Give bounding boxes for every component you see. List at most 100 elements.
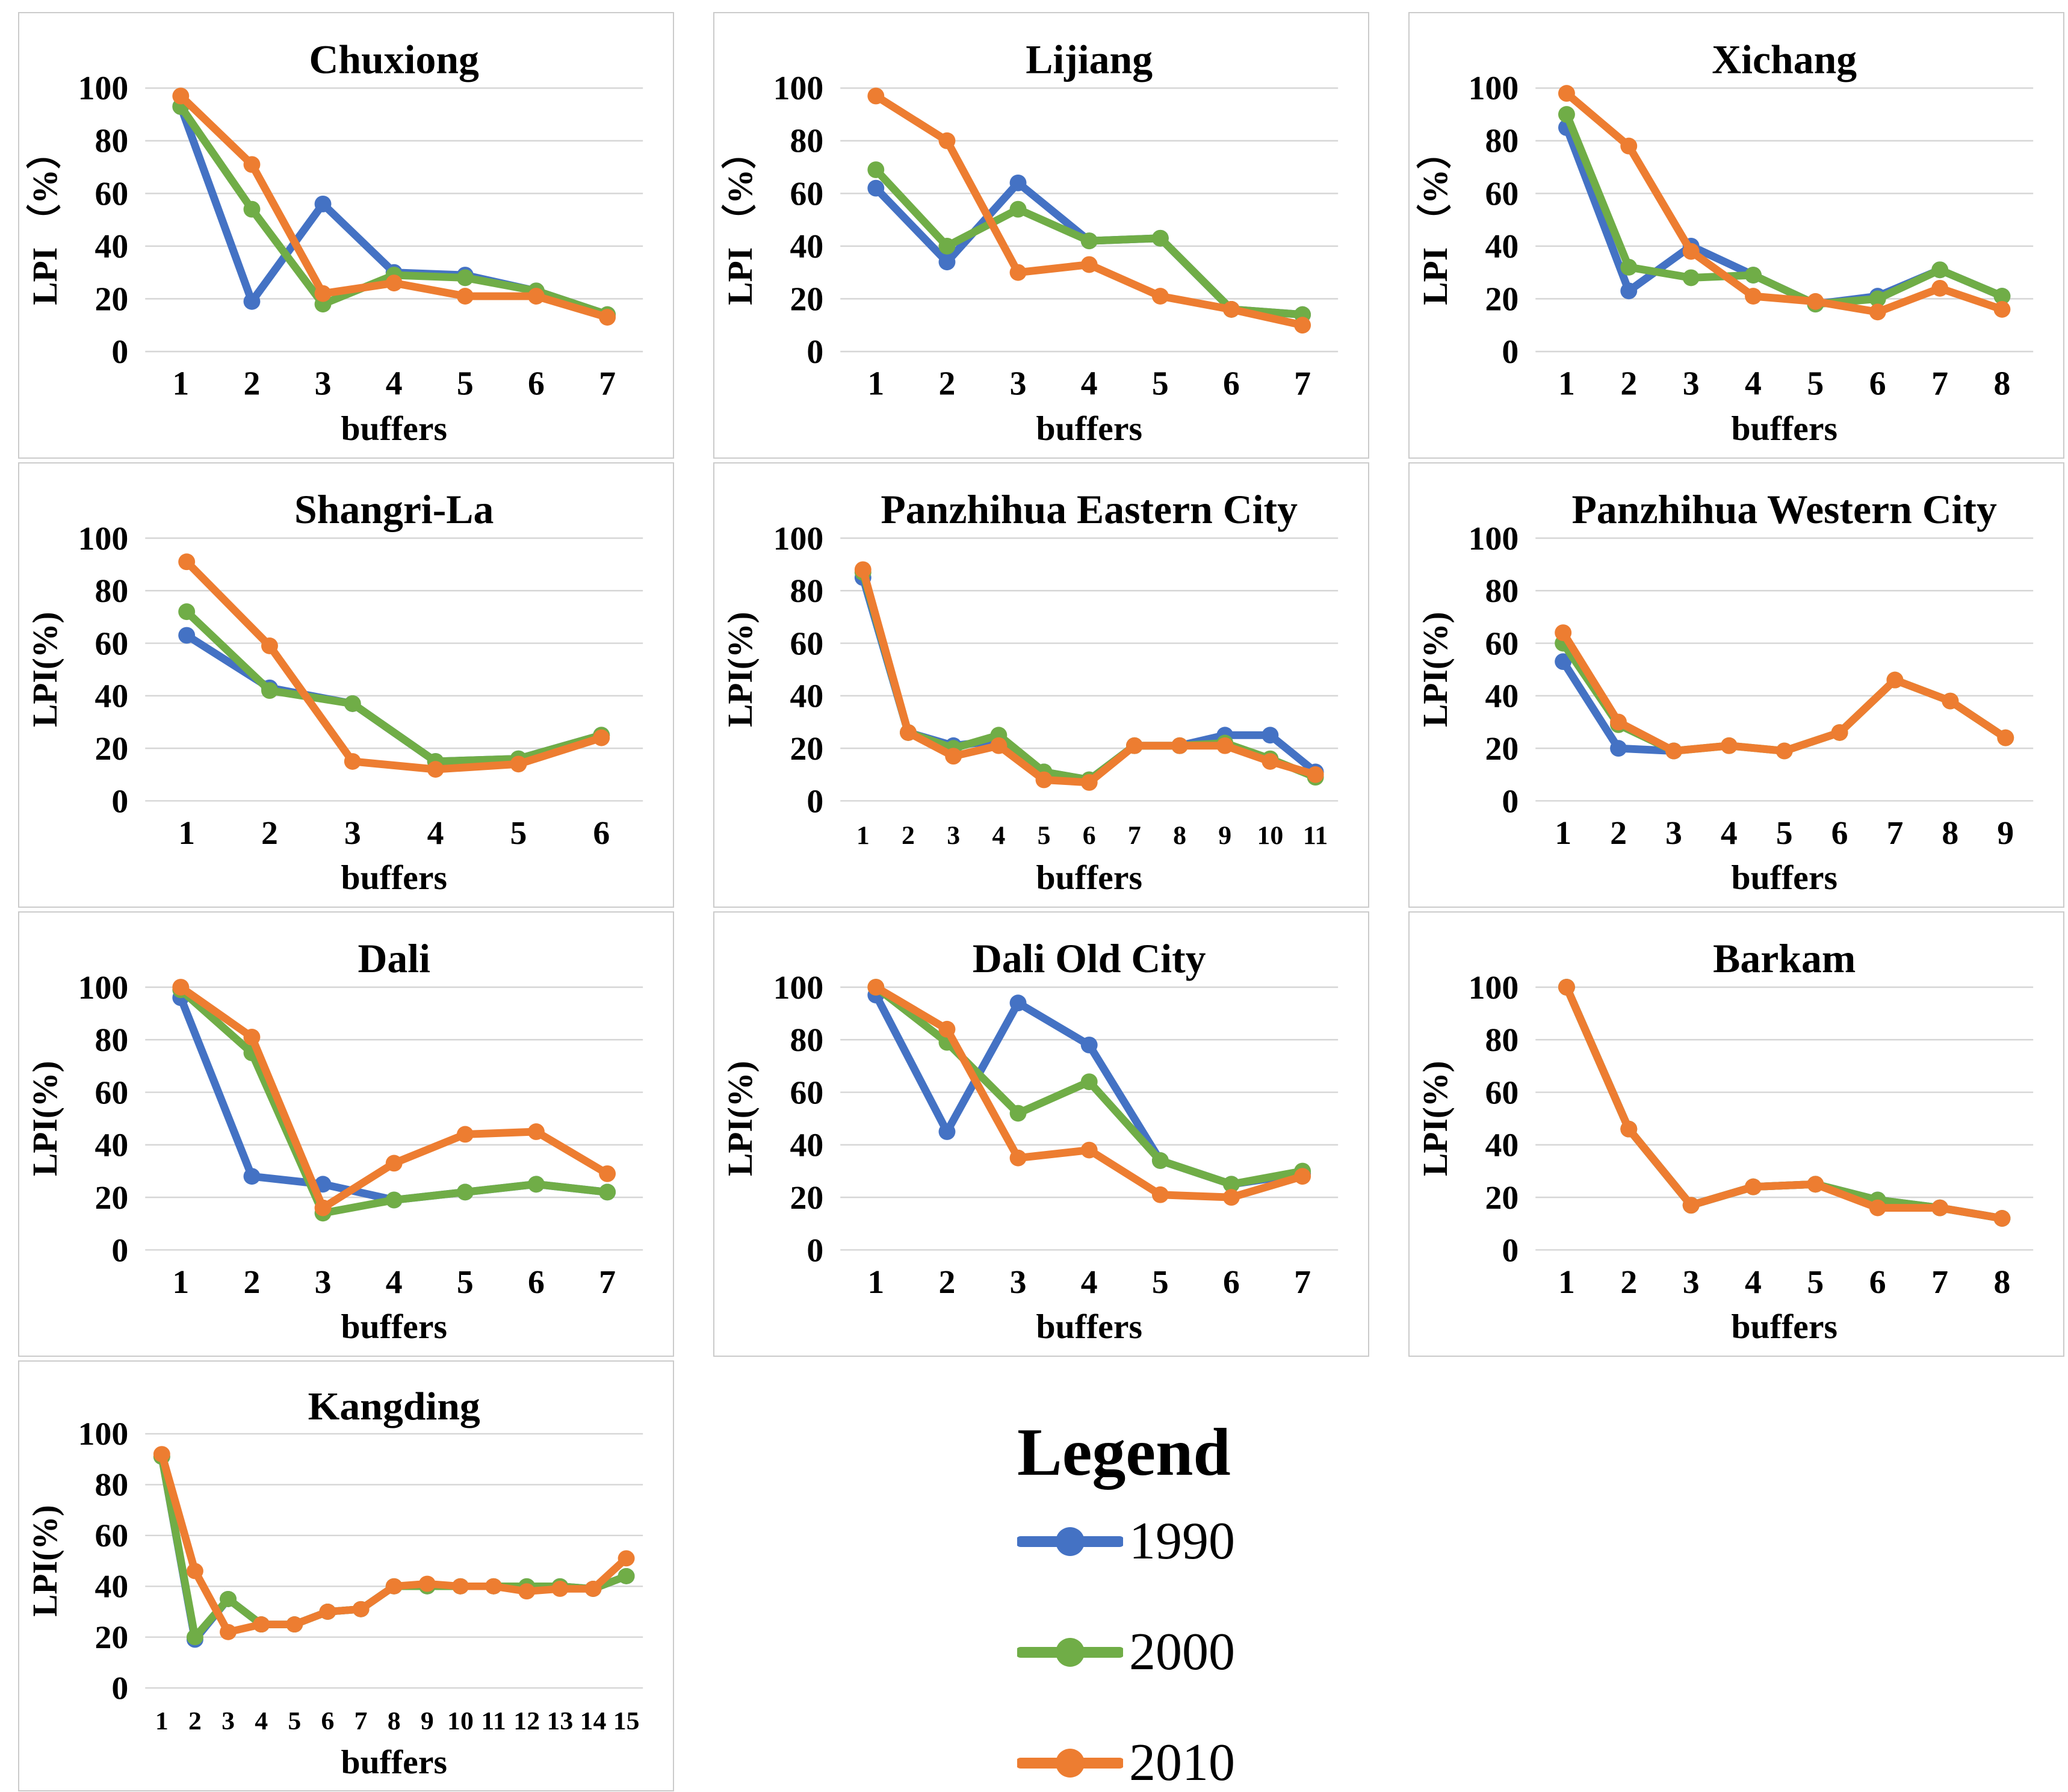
chart-title: Dali bbox=[358, 936, 430, 981]
x-tick-label: 1 bbox=[1558, 1263, 1575, 1301]
legend-marker-1990-icon bbox=[1017, 1527, 1123, 1557]
data-point-2010 bbox=[220, 1623, 237, 1640]
data-point-1990 bbox=[1610, 740, 1627, 757]
chart-title: Panzhihua Western City bbox=[1572, 487, 1998, 532]
data-point-2010 bbox=[418, 1575, 436, 1592]
x-tick-label: 2 bbox=[1620, 365, 1637, 403]
chart-canvas-dali: 0 20 40 60 80 100 LPI(%) Dali 1 2 3 4 5 6 7 buffers bbox=[26, 936, 643, 1346]
y-tick-label: 40 bbox=[1485, 228, 1519, 265]
data-point-2000 bbox=[220, 1590, 237, 1607]
data-point-2000 bbox=[1009, 200, 1027, 218]
y-tick-label: 20 bbox=[1485, 281, 1519, 318]
y-tick-label: 60 bbox=[95, 175, 129, 212]
chart-title: Shangri-La bbox=[294, 487, 494, 532]
data-point-2010 bbox=[456, 1126, 474, 1143]
y-tick-label: 0 bbox=[1502, 333, 1518, 371]
data-point-2000 bbox=[527, 1176, 545, 1193]
x-tick-label: 6 bbox=[1223, 1263, 1240, 1301]
data-point-2000 bbox=[1620, 258, 1638, 276]
y-tick-label: 20 bbox=[95, 1179, 129, 1217]
chart-canvas-chuxiong: 0 20 40 60 80 100 LPI （%） Chuxiong 1 2 3 4 5 6 7 buffer… bbox=[25, 37, 643, 448]
data-point-2010 bbox=[1035, 771, 1053, 789]
chart-panzhihua-eastern-city: 0 20 40 60 80 100 LPI(%) Panzhihua Eastern City… bbox=[713, 462, 1369, 908]
data-point-2000 bbox=[178, 603, 196, 621]
data-point-2000 bbox=[1222, 1176, 1240, 1193]
data-point-1990 bbox=[1080, 1037, 1098, 1053]
legend-item-2010: 2010 bbox=[1017, 1737, 1369, 1790]
y-tick-label: 60 bbox=[1485, 1074, 1519, 1112]
y-tick-label: 0 bbox=[111, 783, 128, 820]
x-tick-label: 5 bbox=[1152, 1263, 1169, 1301]
y-tick-label: 0 bbox=[806, 1232, 823, 1269]
data-point-2000 bbox=[243, 200, 261, 218]
y-axis-label: LPI(%) bbox=[26, 1505, 64, 1616]
legend: Legend 1990 2000 2 bbox=[713, 1360, 1369, 1791]
x-tick-label: 4 bbox=[1081, 365, 1098, 403]
legend-label-2010: 2010 bbox=[1129, 1734, 1235, 1792]
y-tick-label: 0 bbox=[111, 1232, 128, 1269]
x-tick-label: 1 bbox=[867, 1263, 884, 1301]
y-tick-label: 80 bbox=[790, 1022, 824, 1059]
y-tick-label: 0 bbox=[111, 333, 128, 371]
x-tick-label: 5 bbox=[457, 1263, 474, 1301]
legend-item-1990: 1990 bbox=[1017, 1515, 1369, 1568]
x-tick-label: 2 bbox=[1620, 1263, 1637, 1301]
y-axis-label: LPI （%） bbox=[25, 134, 64, 305]
data-point-2000 bbox=[385, 1191, 403, 1209]
x-tick-label: 4 bbox=[992, 821, 1005, 850]
data-point-2010 bbox=[1151, 288, 1169, 305]
x-tick-label: 5 bbox=[288, 1708, 301, 1735]
data-point-2010 bbox=[186, 1563, 203, 1580]
y-tick-label: 40 bbox=[95, 1127, 129, 1164]
chart-shangri-la: 0 20 40 60 80 100 LPI(%) Shangri-La 1 2 3 4 5 6 buffer… bbox=[18, 462, 674, 908]
data-point-2010 bbox=[990, 737, 1008, 754]
y-tick-label: 80 bbox=[95, 123, 129, 160]
x-tick-label: 6 bbox=[1831, 814, 1848, 852]
data-point-2010 bbox=[1151, 1186, 1169, 1203]
x-tick-label: 6 bbox=[1223, 365, 1240, 403]
data-point-2000 bbox=[1151, 1152, 1169, 1169]
data-point-2000 bbox=[938, 237, 956, 255]
x-tick-label: 3 bbox=[1665, 814, 1682, 852]
x-tick-label: 4 bbox=[386, 1263, 403, 1301]
x-axis-label: buffers bbox=[1731, 1308, 1837, 1346]
x-tick-label: 11 bbox=[481, 1708, 506, 1735]
data-point-2010 bbox=[385, 1578, 403, 1595]
y-tick-label: 40 bbox=[790, 1127, 824, 1164]
x-axis-label: buffers bbox=[1036, 410, 1142, 448]
data-point-2010 bbox=[261, 637, 278, 654]
y-tick-label: 80 bbox=[1485, 123, 1519, 160]
chart-canvas-dali-old-city: 0 20 40 60 80 100 LPI(%) Dali Old City 1 2 3 4 5 6 7 bu… bbox=[722, 936, 1339, 1346]
series-line-2010 bbox=[871, 91, 1307, 329]
y-tick-label: 20 bbox=[1485, 1179, 1519, 1217]
x-tick-label: 5 bbox=[1807, 1263, 1824, 1301]
y-tick-label: 100 bbox=[773, 70, 824, 107]
x-tick-label: 1 bbox=[172, 365, 189, 403]
y-tick-label: 0 bbox=[111, 1670, 128, 1706]
y-tick-label: 60 bbox=[1485, 625, 1519, 663]
data-point-2010 bbox=[1080, 774, 1098, 791]
data-point-2010 bbox=[1720, 737, 1738, 754]
data-point-2010 bbox=[1080, 256, 1098, 273]
x-tick-label: 2 bbox=[261, 814, 278, 852]
data-point-2010 bbox=[1555, 624, 1572, 641]
x-tick-label: 4 bbox=[1745, 365, 1762, 403]
x-tick-label: 2 bbox=[1610, 814, 1627, 852]
data-point-2000 bbox=[1931, 261, 1949, 279]
data-point-2010 bbox=[1831, 724, 1848, 741]
data-point-2010 bbox=[1610, 713, 1627, 731]
chart-dali: 0 20 40 60 80 100 LPI(%) Dali 1 2 3 4 5 6 7 buffers bbox=[18, 911, 674, 1357]
x-tick-label: 4 bbox=[255, 1708, 268, 1735]
data-point-2000 bbox=[1993, 288, 2011, 305]
series-line-1990 bbox=[182, 631, 605, 766]
data-point-2010 bbox=[1931, 279, 1949, 297]
legend-item-2000: 2000 bbox=[1017, 1626, 1369, 1679]
y-tick-label: 60 bbox=[790, 625, 824, 663]
y-tick-label: 100 bbox=[78, 969, 129, 1006]
chart-chuxiong: 0 20 40 60 80 100 LPI （%） Chuxiong 1 2 3 4 5 6 7 buffer… bbox=[18, 12, 674, 459]
x-tick-label: 3 bbox=[1010, 365, 1027, 403]
x-tick-label: 7 bbox=[1931, 1263, 1948, 1301]
data-point-2010 bbox=[1262, 753, 1279, 770]
y-tick-label: 60 bbox=[95, 1074, 129, 1112]
